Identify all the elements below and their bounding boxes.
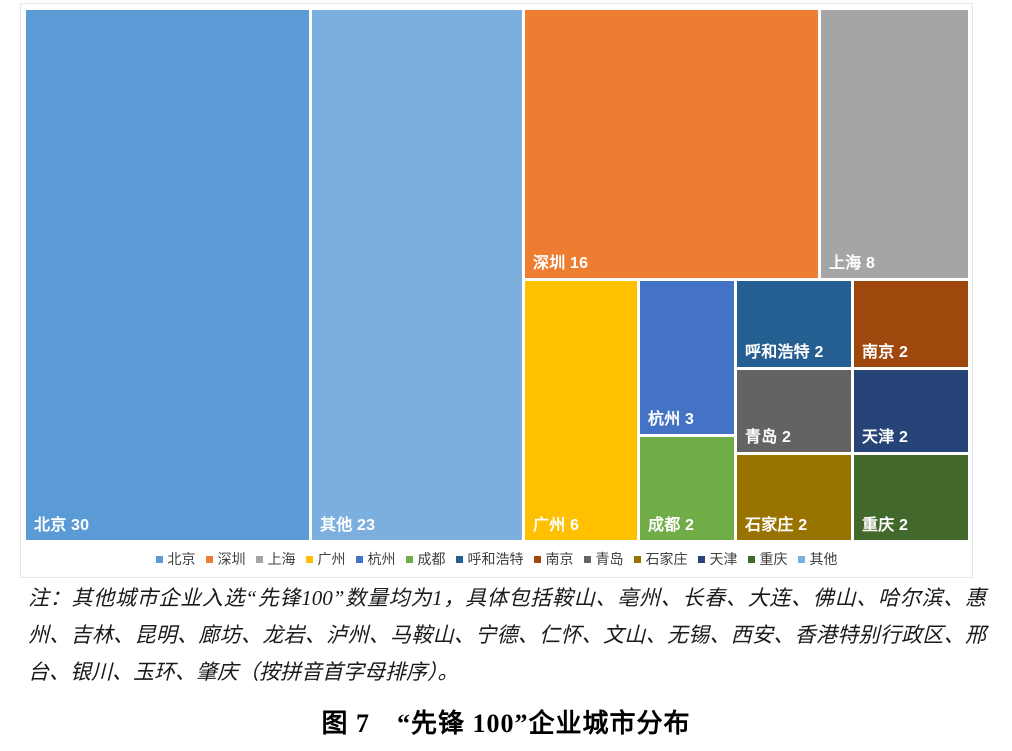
treemap-tile-其他: 其他 23 [312,10,522,540]
treemap-tile-石家庄: 石家庄 2 [737,455,851,540]
tile-label: 上海 8 [829,255,876,272]
treemap-tile-青岛: 青岛 2 [737,370,851,452]
legend-swatch-icon [633,555,641,563]
treemap-tile-北京: 北京 30 [26,10,309,540]
legend-label: 重庆 [759,551,788,567]
tile-label: 天津 2 [862,429,909,446]
legend-item-南京: 南京 [533,549,574,569]
legend-label: 呼和浩特 [467,551,524,567]
legend-swatch-icon [747,555,755,563]
legend-swatch-icon [155,555,163,563]
treemap-tile-成都: 成都 2 [640,437,734,540]
note-line: 注：其他城市企业入选“先锋100”数量均为1，具体包括鞍山、亳州、长春、大连、佛… [28,586,986,610]
legend-item-杭州: 杭州 [355,549,396,569]
legend-swatch-icon [797,555,805,563]
legend-item-重庆: 重庆 [747,549,788,569]
treemap-tile-深圳: 深圳 16 [525,10,818,278]
tile-label: 深圳 16 [533,255,589,272]
treemap-chart: 北京 30 其他 23 深圳 16 上海 8 广州 6 杭州 3 成都 2 呼和浩特 2 青岛 … [20,3,973,578]
legend-item-青岛: 青岛 [583,549,624,569]
legend-swatch-icon [533,555,541,563]
chart-legend: 北京 深圳 上海 广州 杭州 成都 呼和浩特 南京 青岛 石家庄 天津 重庆 其他 [21,547,972,571]
legend-item-成都: 成都 [405,549,446,569]
tile-label: 其他 23 [320,517,376,534]
legend-label: 上海 [267,551,296,567]
legend-label: 南京 [545,551,574,567]
legend-label: 青岛 [595,551,624,567]
treemap-tile-重庆: 重庆 2 [854,455,968,540]
legend-swatch-icon [355,555,363,563]
legend-item-天津: 天津 [697,549,738,569]
legend-label: 深圳 [217,551,246,567]
tile-label: 北京 30 [34,517,90,534]
tile-label: 重庆 2 [862,517,909,534]
legend-swatch-icon [455,555,463,563]
legend-label: 广州 [317,551,346,567]
treemap-tile-南京: 南京 2 [854,281,968,367]
tile-label: 广州 6 [533,517,580,534]
legend-label: 成都 [417,551,446,567]
treemap-tile-天津: 天津 2 [854,370,968,452]
legend-swatch-icon [305,555,313,563]
legend-swatch-icon [697,555,705,563]
legend-item-呼和浩特: 呼和浩特 [455,549,524,569]
tile-label: 杭州 3 [648,411,695,428]
note-line: 州、吉林、昆明、廊坊、龙岩、泸州、马鞍山、宁德、仁怀、文山、无锡、西安、香港特别… [28,623,986,647]
tile-label: 青岛 2 [745,429,792,446]
legend-swatch-icon [205,555,213,563]
legend-item-上海: 上海 [255,549,296,569]
figure-caption: 图 7 “先锋 100”企业城市分布 [321,709,691,738]
treemap-tile-广州: 广州 6 [525,281,637,540]
legend-label: 其他 [809,551,838,567]
legend-item-其他: 其他 [797,549,838,569]
treemap-tile-呼和浩特: 呼和浩特 2 [737,281,851,367]
legend-item-北京: 北京 [155,549,196,569]
legend-label: 北京 [167,551,196,567]
legend-label: 石家庄 [645,551,688,567]
tile-label: 呼和浩特 2 [745,344,824,361]
legend-item-石家庄: 石家庄 [633,549,688,569]
treemap-tile-上海: 上海 8 [821,10,968,278]
legend-item-深圳: 深圳 [205,549,246,569]
legend-swatch-icon [405,555,413,563]
note-line: 台、银川、玉环、肇庆（按拼音首字母排序）。 [28,660,459,684]
legend-swatch-icon [255,555,263,563]
tile-label: 石家庄 2 [745,517,808,534]
legend-swatch-icon [583,555,591,563]
legend-item-广州: 广州 [305,549,346,569]
legend-label: 天津 [709,551,738,567]
treemap-plot: 北京 30 其他 23 深圳 16 上海 8 广州 6 杭州 3 成都 2 呼和浩特 2 青岛 … [26,10,968,540]
treemap-tile-杭州: 杭州 3 [640,281,734,434]
figure-note: 注：其他城市企业入选“先锋100”数量均为1，具体包括鞍山、亳州、长春、大连、佛… [28,580,986,691]
tile-label: 南京 2 [862,344,909,361]
legend-label: 杭州 [367,551,396,567]
tile-label: 成都 2 [648,517,695,534]
